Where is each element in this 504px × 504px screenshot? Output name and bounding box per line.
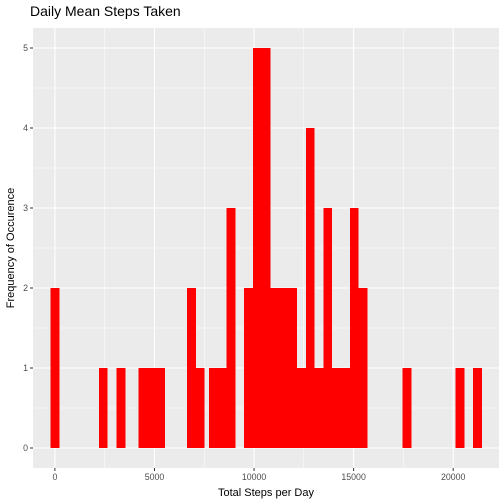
x-tick-label: 10000 (242, 472, 267, 482)
histogram-bar (314, 368, 324, 448)
y-tick-label: 2 (23, 283, 28, 293)
histogram-bar (244, 288, 253, 448)
histogram-bar (226, 208, 236, 448)
histogram-bar (279, 288, 289, 448)
x-axis-ticks: 0 5000 10000 15000 20000 (52, 468, 466, 482)
x-tick-label: 0 (52, 472, 57, 482)
chart-title: Daily Mean Steps Taken (30, 3, 181, 19)
histogram-bar (116, 368, 126, 448)
y-tick-label: 3 (23, 203, 28, 213)
histogram-bar (402, 368, 412, 448)
y-axis-ticks: 0 1 2 3 4 5 (23, 43, 33, 453)
y-tick-label: 4 (23, 123, 28, 133)
histogram-bar (252, 48, 262, 448)
x-tick-label: 5000 (145, 472, 165, 482)
histogram-bar (195, 368, 205, 448)
y-axis-label: Frequency of Occurence (5, 188, 17, 308)
histogram-bar (98, 368, 108, 448)
histogram-bar (270, 288, 280, 448)
histogram-bar (297, 368, 306, 448)
x-tick-label: 20000 (441, 472, 466, 482)
y-tick-label: 1 (23, 363, 28, 373)
histogram-bar (147, 368, 157, 448)
x-tick-label: 15000 (341, 472, 366, 482)
histogram-bar (186, 288, 196, 448)
histogram-bar (156, 368, 165, 448)
y-tick-label: 5 (23, 43, 28, 53)
histogram-bar (332, 368, 342, 448)
histogram-bar (305, 128, 315, 448)
histogram-bar (341, 368, 350, 448)
histogram-bar (323, 208, 333, 448)
histogram-bar (288, 288, 298, 448)
histogram-bar (217, 368, 227, 448)
histogram-bar (138, 368, 148, 448)
histogram-bar (455, 368, 465, 448)
histogram-bar (473, 368, 482, 448)
histogram-bar (208, 368, 218, 448)
histogram-bar (261, 48, 271, 448)
x-axis-label: Total Steps per Day (218, 487, 314, 499)
histogram-bars (50, 48, 482, 448)
histogram-bar (349, 208, 359, 448)
histogram-bar (358, 288, 368, 448)
histogram-bar (50, 288, 60, 448)
y-tick-label: 0 (23, 443, 28, 453)
